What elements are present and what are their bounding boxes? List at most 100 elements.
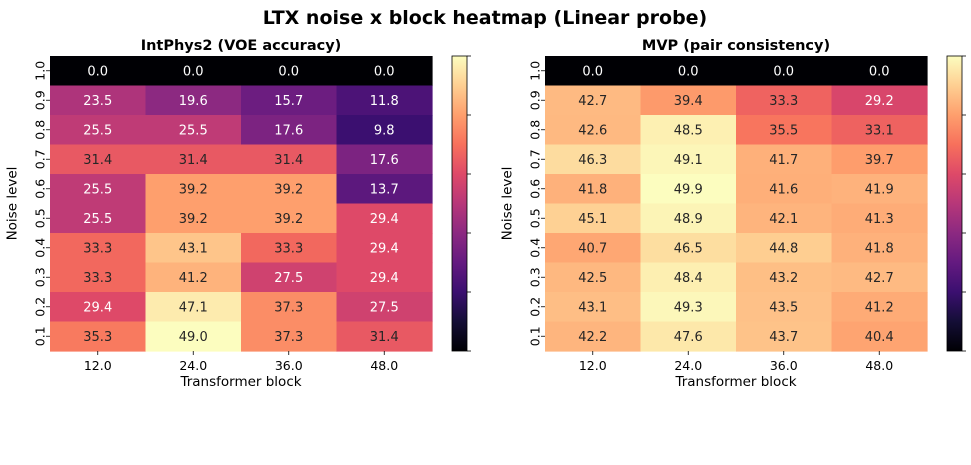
heatmap-cell (50, 203, 147, 234)
cell-value-label: 49.3 (674, 300, 703, 315)
cell-value-label: 31.4 (370, 330, 399, 345)
heatmap-cell (640, 144, 737, 175)
heatmap-cell (336, 321, 433, 352)
y-tick-label: 1.0 (527, 61, 542, 81)
heatmap-cell (736, 174, 833, 205)
heatmap-cell (336, 292, 433, 323)
cell-value-label: 49.0 (179, 330, 208, 345)
heatmap-cell (145, 203, 242, 234)
cell-value-label: 33.3 (83, 241, 112, 256)
heatmap-cell (831, 115, 928, 146)
cell-value-label: 35.3 (83, 330, 112, 345)
figure-caption (0, 441, 971, 465)
cell-value-label: 0.0 (278, 64, 299, 79)
heatmap-cell (736, 321, 833, 352)
heatmap-cell (336, 144, 433, 175)
y-tick-label: 0.1 (32, 326, 47, 346)
cell-value-label: 17.6 (274, 123, 303, 138)
cell-value-label: 43.5 (769, 300, 798, 315)
cell-value-label: 25.5 (83, 182, 112, 197)
heatmap-cell (145, 233, 242, 264)
x-tick-label: 24.0 (674, 358, 702, 373)
heatmap-cell (241, 115, 338, 146)
cell-value-label: 15.7 (274, 94, 303, 109)
heatmap-cell (736, 115, 833, 146)
y-tick-label: 0.4 (527, 238, 542, 258)
y-tick-label: 0.9 (32, 90, 47, 110)
heatmap-cell (50, 262, 147, 293)
heatmap-cell (336, 56, 433, 87)
y-tick-label: 0.8 (32, 120, 47, 140)
x-tick-label: 36.0 (275, 358, 303, 373)
x-tick-label: 24.0 (179, 358, 207, 373)
cell-value-label: 41.9 (865, 182, 894, 197)
cell-value-label: 37.3 (274, 300, 303, 315)
heatmap-cell (241, 292, 338, 323)
cell-value-label: 43.1 (578, 300, 607, 315)
y-axis-label: Noise level (5, 167, 21, 241)
heatmap-cell (831, 262, 928, 293)
cell-value-label: 0.0 (773, 64, 794, 79)
cell-value-label: 31.4 (179, 153, 208, 168)
heatmap-cell (545, 56, 642, 87)
panel-title: MVP (pair consistency) (642, 38, 830, 54)
cell-value-label: 42.1 (769, 212, 798, 227)
cell-value-label: 33.1 (865, 123, 894, 138)
cell-value-label: 35.5 (769, 123, 798, 138)
heatmap-cell (831, 233, 928, 264)
cell-value-label: 13.7 (370, 182, 399, 197)
heatmap-cell (640, 56, 737, 87)
colorbar (946, 55, 963, 352)
cell-value-label: 39.7 (865, 153, 894, 168)
cell-value-label: 40.7 (578, 241, 607, 256)
cell-value-label: 44.8 (769, 241, 798, 256)
heatmap-cell (545, 292, 642, 323)
heatmap-cell (640, 262, 737, 293)
heatmap-cell (545, 174, 642, 205)
heatmap-cell (545, 203, 642, 234)
heatmap-cell (831, 203, 928, 234)
heatmap-cell (241, 85, 338, 116)
heatmap-cell (545, 233, 642, 264)
heatmap-cell (50, 144, 147, 175)
cell-value-label: 41.6 (769, 182, 798, 197)
cell-value-label: 31.4 (274, 153, 303, 168)
heatmap-cell (640, 203, 737, 234)
cell-value-label: 31.4 (83, 153, 112, 168)
cell-value-label: 25.5 (179, 123, 208, 138)
cell-value-label: 41.8 (578, 182, 607, 197)
y-tick-label: 0.9 (527, 90, 542, 110)
cell-value-label: 47.1 (179, 300, 208, 315)
y-tick-label: 0.7 (527, 149, 542, 169)
cell-value-label: 0.0 (582, 64, 603, 79)
heatmap-cell (50, 321, 147, 352)
y-tick-label: 0.1 (527, 326, 542, 346)
cell-value-label: 27.5 (274, 271, 303, 286)
heatmap-cell (831, 85, 928, 116)
y-tick-label: 1.0 (32, 61, 47, 81)
cell-value-label: 42.7 (865, 271, 894, 286)
heatmap-cell (145, 174, 242, 205)
figure-title: LTX noise x block heatmap (Linear probe) (263, 7, 708, 29)
cell-value-label: 48.5 (674, 123, 703, 138)
heatmap-cell (241, 203, 338, 234)
heatmap-cell (241, 233, 338, 264)
cell-value-label: 41.2 (179, 271, 208, 286)
cell-value-label: 41.7 (769, 153, 798, 168)
y-tick-label: 0.5 (32, 208, 47, 228)
panel-title: IntPhys2 (VOE accuracy) (141, 38, 342, 54)
cell-value-label: 43.2 (769, 271, 798, 286)
heatmap-cell (50, 85, 147, 116)
y-tick-label: 0.3 (32, 267, 47, 287)
cell-value-label: 39.4 (674, 94, 703, 109)
cell-value-label: 39.2 (179, 182, 208, 197)
heatmap-cell (831, 321, 928, 352)
cell-value-label: 48.9 (674, 212, 703, 227)
cell-value-label: 42.7 (578, 94, 607, 109)
cell-value-label: 39.2 (274, 212, 303, 227)
heatmap-cell (640, 174, 737, 205)
heatmap-cell (336, 203, 433, 234)
cell-value-label: 49.1 (674, 153, 703, 168)
cell-value-label: 39.2 (179, 212, 208, 227)
